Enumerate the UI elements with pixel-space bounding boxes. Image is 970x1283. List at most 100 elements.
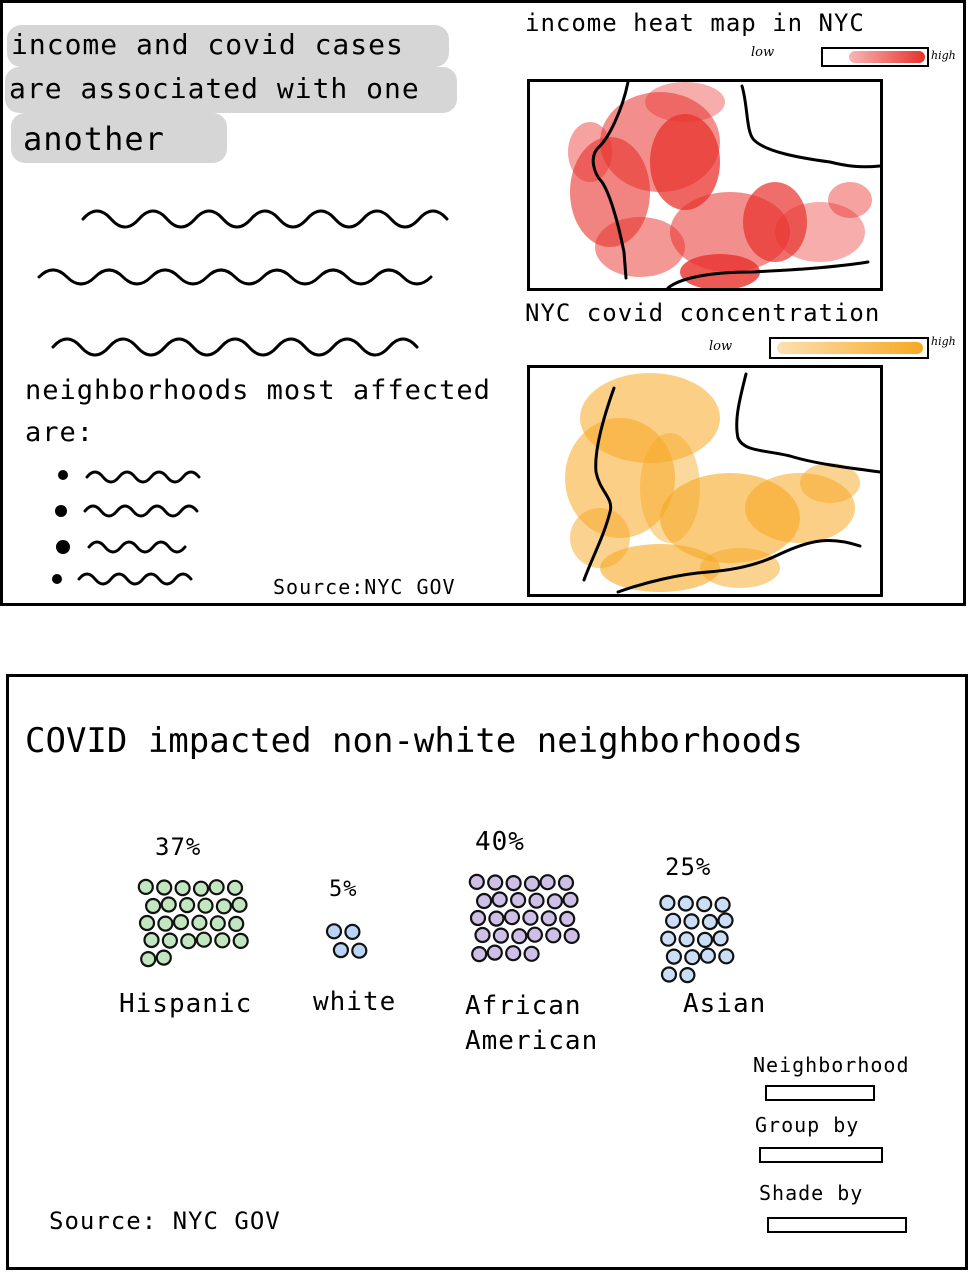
group-bubble: [155, 949, 172, 966]
affected-title-line-2: are:: [25, 417, 95, 448]
group-bubble: [232, 932, 249, 950]
source-label: Source:NYC GOV: [273, 575, 456, 599]
group-bubble: [714, 896, 731, 913]
group-bubble: [325, 923, 343, 940]
group-bubble: [539, 874, 556, 891]
covid-concentration-map: [527, 365, 883, 597]
group-bubble: [174, 880, 191, 897]
group-bubble: [545, 927, 562, 944]
neighborhood-select[interactable]: [765, 1085, 875, 1101]
group-bubble: [712, 930, 729, 947]
covid-map-title: NYC covid concentration: [525, 299, 881, 327]
group-bubble: [197, 897, 214, 914]
bottom-title: COVID impacted non-white neighborhoods: [25, 721, 803, 761]
headline-highlight: [5, 67, 457, 113]
group-bubble: [228, 915, 245, 933]
group-bubble: [195, 931, 213, 948]
group-bubble: [492, 927, 510, 944]
group-bubble: [180, 933, 197, 950]
group-bubble: [226, 879, 244, 896]
group-bubble: [505, 945, 522, 962]
group-bubble: [208, 879, 225, 896]
headline-line-1: income and covid cases: [11, 28, 404, 61]
group-bubble: [351, 942, 368, 959]
placeholder-text-line: [37, 268, 433, 286]
bottom-source-label: Source: NYC GOV: [49, 1207, 281, 1235]
group-bubble: [475, 892, 493, 910]
group-bubble: [503, 908, 521, 926]
group-bubble: [214, 932, 231, 949]
group-bubble: [557, 874, 575, 891]
income-map-title: income heat map in NYC: [525, 9, 865, 37]
group-bubble: [659, 894, 676, 911]
group-bubble: [160, 896, 177, 913]
group-percent-hispanic: 37%: [155, 833, 202, 861]
group-bubble: [156, 879, 173, 896]
group-bubble: [332, 941, 349, 959]
control-label-group-by: Group by: [755, 1113, 860, 1137]
placeholder-text-line: [81, 209, 449, 229]
group-bubble: [468, 873, 485, 890]
group-bubble: [523, 875, 541, 892]
group-bubble: [718, 948, 735, 965]
group-bubble: [717, 912, 734, 929]
group-bubble: [540, 910, 557, 927]
income-legend-low: low: [751, 45, 775, 60]
group-bubble: [683, 913, 700, 930]
covid-legend-low: low: [709, 339, 733, 354]
income-legend-bar: [821, 47, 929, 67]
group-label-hispanic: Hispanic: [119, 989, 253, 1019]
group-by-select[interactable]: [759, 1147, 883, 1163]
group-cluster-white: [325, 923, 368, 959]
group-bubble: [684, 949, 701, 966]
group-bubble: [137, 878, 154, 895]
shade-by-select[interactable]: [767, 1217, 907, 1233]
affected-neighborhood-list: [52, 470, 201, 586]
group-bubble: [701, 913, 719, 931]
group-bubble: [192, 880, 210, 897]
group-bubble: [491, 891, 508, 908]
group-bubble: [157, 915, 174, 932]
group-bubble: [474, 926, 491, 944]
group-bubble: [665, 948, 682, 965]
group-bubble: [679, 966, 696, 984]
covid-map-outline: [582, 372, 880, 594]
income-heat-shading: [568, 82, 872, 288]
bottom-panel: COVID impacted non-white neighborhoods 3…: [6, 674, 968, 1270]
group-label-white: white: [313, 987, 397, 1017]
group-bubble: [546, 893, 564, 910]
group-bubble: [660, 930, 677, 947]
group-bubble: [172, 913, 190, 931]
group-bubble: [526, 926, 544, 943]
group-bubble: [487, 874, 504, 891]
income-heat-map: [527, 79, 883, 291]
covid-legend-high: high: [931, 335, 956, 348]
group-bubble: [696, 931, 714, 949]
covid-legend-bar: [769, 337, 929, 359]
group-cluster-african-american: [468, 873, 580, 963]
affected-title-line-1: neighborhoods most affected: [25, 375, 491, 406]
group-bubble: [563, 927, 580, 945]
headline-highlight: [7, 25, 449, 67]
headline-line-3: another: [23, 120, 165, 158]
group-bubble: [471, 945, 488, 963]
group-bubble: [486, 944, 503, 961]
group-bubble: [678, 931, 695, 948]
headline-line-2: are associated with one: [9, 72, 420, 105]
group-bubble: [161, 932, 179, 949]
group-bubble: [660, 966, 678, 983]
group-bubble: [699, 947, 717, 964]
group-bubble: [511, 928, 528, 945]
group-bubble: [140, 950, 157, 968]
group-bubble: [505, 875, 522, 892]
group-bubble: [528, 892, 545, 909]
group-bubble: [696, 896, 713, 913]
group-bubble: [559, 910, 576, 928]
group-bubble: [665, 912, 682, 929]
control-label-shade-by: Shade by: [759, 1181, 864, 1205]
group-bubble: [144, 897, 162, 915]
group-bubble: [209, 915, 226, 932]
group-bubble: [231, 896, 248, 913]
income-map-outline: [591, 82, 880, 288]
group-bubble: [143, 931, 160, 949]
